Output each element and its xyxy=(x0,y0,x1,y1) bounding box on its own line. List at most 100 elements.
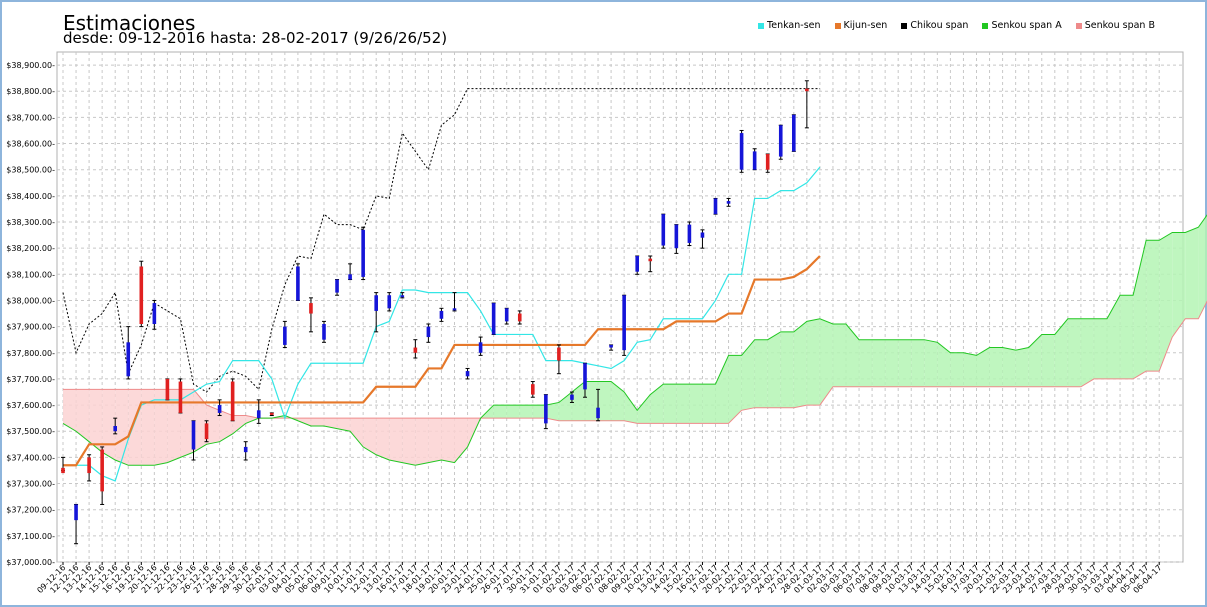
candle-body xyxy=(387,295,392,309)
cloud-segment xyxy=(689,384,703,424)
candle-body xyxy=(609,344,613,348)
legend-swatch-chikou xyxy=(901,22,908,29)
y-tick-label: $37,200.00- xyxy=(6,506,55,515)
legend-item-senkou-b: Senkou span B xyxy=(1075,20,1155,31)
candle-body xyxy=(778,125,783,157)
candle-body xyxy=(517,313,522,322)
legend-label-senkou-a: Senkou span A xyxy=(991,20,1062,31)
cloud-segment xyxy=(337,418,351,432)
kijun-sen-line xyxy=(63,255,821,467)
y-tick-label: $37,600.00- xyxy=(6,401,55,410)
cloud-segment xyxy=(767,331,781,408)
y-tick-label: $37,300.00- xyxy=(6,480,55,489)
cloud-segment xyxy=(872,339,886,387)
cloud-segment xyxy=(1028,334,1042,387)
cloud-segment xyxy=(324,418,338,429)
cloud-segment xyxy=(219,410,233,442)
candle-body xyxy=(256,410,261,419)
legend-swatch-tenkan xyxy=(758,22,765,29)
cloud-segment xyxy=(363,418,377,455)
cloud-segment xyxy=(1054,318,1068,387)
cloud-segment xyxy=(154,389,168,466)
y-tick-label: $37,500.00- xyxy=(6,427,55,436)
legend-item-chikou: Chikou span xyxy=(901,20,968,31)
candle-body xyxy=(805,88,809,92)
cloud-segment xyxy=(976,347,990,387)
candle-body xyxy=(752,151,757,170)
candle-body xyxy=(270,412,274,415)
y-tick-label: $37,900.00- xyxy=(6,323,55,332)
legend-swatch-kijun xyxy=(834,22,841,29)
cloud-segment xyxy=(310,418,324,426)
y-tick-label: $37,400.00- xyxy=(6,453,55,462)
cloud-segment xyxy=(715,355,729,424)
candle-body xyxy=(178,381,183,413)
y-tick-label: $38,100.00- xyxy=(6,270,55,279)
cloud-segment xyxy=(1067,318,1081,387)
cloud-segment xyxy=(206,405,220,445)
cloud-segment xyxy=(950,352,964,387)
y-tick-label: $38,900.00- xyxy=(6,61,55,70)
cloud-segment xyxy=(389,418,403,463)
legend-item-kijun: Kijun-sen xyxy=(834,20,887,31)
candle-body xyxy=(309,303,313,314)
cloud-segment xyxy=(297,418,311,426)
candle-body xyxy=(635,256,639,272)
candle-body xyxy=(126,342,131,377)
y-tick-label: $38,700.00- xyxy=(6,113,55,122)
cloud-segment xyxy=(167,389,181,463)
cloud-segment xyxy=(819,318,833,406)
y-tick-label: $38,600.00- xyxy=(6,140,55,149)
candle-body xyxy=(439,310,444,319)
cloud-segment xyxy=(1093,318,1107,379)
senkou-span-a-line xyxy=(62,214,1207,466)
candle-body xyxy=(583,363,587,390)
cloud-segment xyxy=(180,389,194,458)
cloud-segment xyxy=(1185,227,1199,319)
cloud-segment xyxy=(1120,295,1134,379)
candle-body xyxy=(465,371,470,377)
candle-body xyxy=(792,114,796,152)
candle-body xyxy=(283,326,287,345)
cloud-segment xyxy=(1172,232,1186,338)
candle-body xyxy=(335,279,339,293)
candle-body xyxy=(296,266,300,301)
candle-body xyxy=(765,154,770,170)
cloud-segment xyxy=(89,389,103,453)
cloud-segment xyxy=(663,384,677,424)
cloud-segment xyxy=(793,321,807,408)
cloud-segment xyxy=(885,339,899,387)
candle-body xyxy=(400,295,405,298)
legend-label-tenkan: Tenkan-sen xyxy=(767,20,821,31)
cloud-segment xyxy=(1133,240,1147,379)
cloud-segment xyxy=(1159,232,1173,372)
tenkan-sen-line xyxy=(63,166,821,482)
cloud-segment xyxy=(963,352,977,387)
cloud-segment xyxy=(780,331,794,408)
candle-body xyxy=(100,449,104,492)
candle-body xyxy=(648,258,653,262)
cloud-segment xyxy=(611,381,625,421)
y-tick-label: $38,400.00- xyxy=(6,192,55,201)
y-tick-label: $37,100.00- xyxy=(6,532,55,541)
cloud-segment xyxy=(1146,240,1160,372)
cloud-segment xyxy=(898,339,912,387)
candle-body xyxy=(596,407,600,419)
candle-body xyxy=(726,201,731,204)
chart-legend: Tenkan-sen Kijun-sen Chikou span Senkou … xyxy=(758,20,1155,31)
legend-item-tenkan: Tenkan-sen xyxy=(758,20,821,31)
cloud-segment xyxy=(1015,347,1029,387)
candle-body xyxy=(361,229,365,277)
candle-body xyxy=(739,133,744,170)
candle-body xyxy=(570,394,574,400)
cloud-segment xyxy=(728,355,742,424)
cloud-segment xyxy=(624,392,638,424)
y-tick-label: $38,000.00- xyxy=(6,296,55,305)
candle-body xyxy=(687,224,692,243)
cloud-segment xyxy=(63,389,77,432)
cloud-segment xyxy=(415,418,429,466)
candle-body xyxy=(557,347,561,361)
plot-area xyxy=(56,51,1184,563)
cloud-segment xyxy=(1002,347,1016,387)
